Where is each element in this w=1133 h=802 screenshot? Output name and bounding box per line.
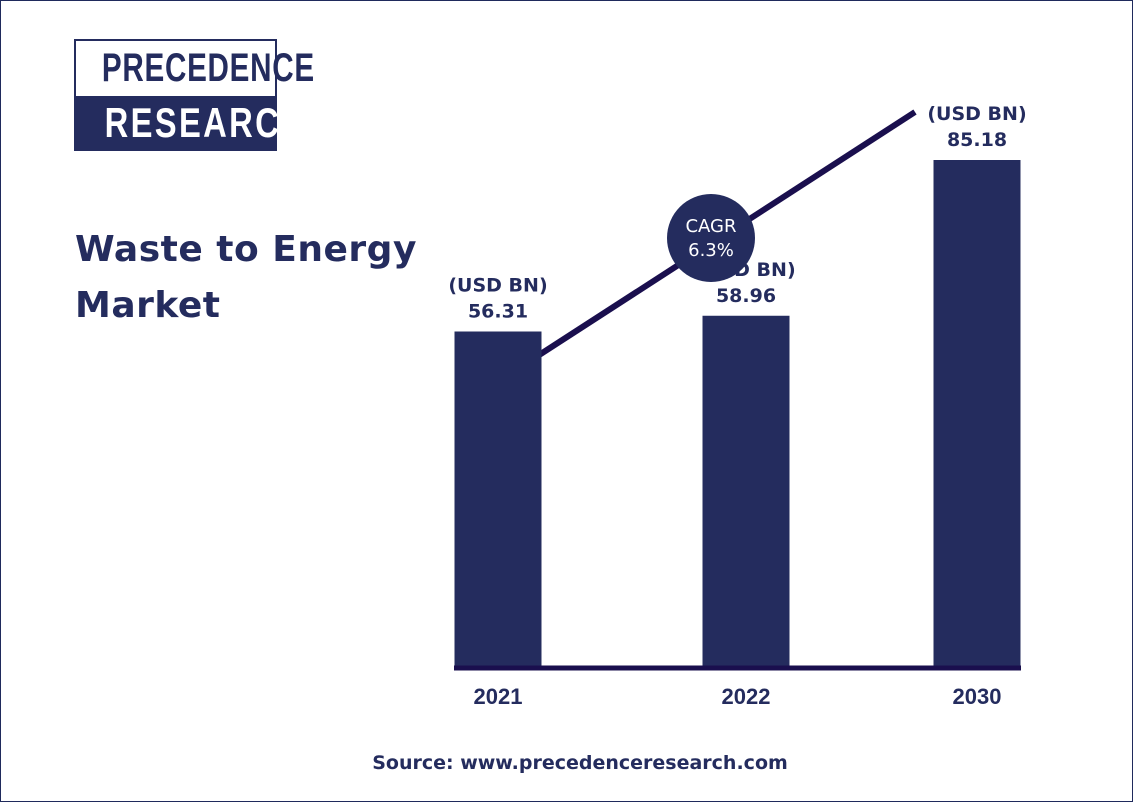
chart-title: Waste to Energy Market	[75, 222, 455, 334]
bar-2021	[454, 331, 542, 666]
value-label-2030: 85.18	[947, 129, 1007, 151]
source-note: Source: www.precedenceresearch.com	[372, 752, 788, 774]
company-logo: PRECEDENCE RESEARCH	[74, 39, 314, 151]
value-label-2022: 58.96	[716, 285, 776, 307]
x-tick-2021: 2021	[474, 684, 523, 709]
value-label-2021: 56.31	[468, 300, 528, 322]
bar-2030	[933, 160, 1021, 666]
chart-title-line2: Market	[75, 285, 221, 326]
chart-title-line1: Waste to Energy	[75, 229, 417, 270]
cagr-value: 6.3%	[688, 240, 734, 261]
unit-label-2030: (USD BN)	[927, 103, 1026, 125]
bar-2022	[702, 315, 790, 666]
cagr-badge	[667, 194, 755, 282]
x-tick-2022: 2022	[722, 684, 771, 709]
unit-label-2021: (USD BN)	[448, 274, 547, 296]
cagr-label: CAGR	[685, 216, 736, 237]
logo-text-bottom-label: RESEARCH	[104, 99, 308, 146]
bars-group	[454, 160, 1021, 666]
x-tick-2030: 2030	[953, 684, 1002, 709]
logo-text-bottom: RESEARCH	[76, 96, 305, 149]
